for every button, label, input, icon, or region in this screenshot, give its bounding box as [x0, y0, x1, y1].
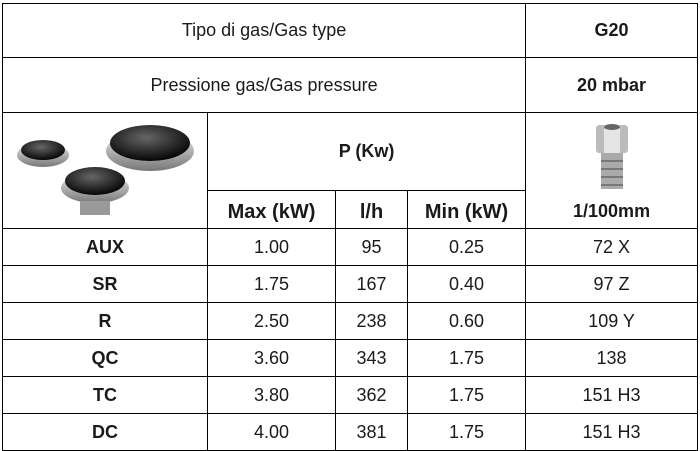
cell: 343	[336, 340, 408, 377]
cell: 151 H3	[526, 414, 698, 451]
page: Tipo di gas/Gas type G20 Pressione gas/G…	[0, 0, 700, 450]
cell: 97 Z	[526, 266, 698, 303]
cell: G20	[526, 4, 698, 58]
cell: 0.25	[408, 229, 526, 266]
injector-cell: 1/100mm	[526, 113, 698, 229]
cell: 0.60	[408, 303, 526, 340]
cell: 95	[336, 229, 408, 266]
burner-name: DC	[3, 414, 208, 451]
burner-name: TC	[3, 377, 208, 414]
cell: 238	[336, 303, 408, 340]
row: P (Kw) 1/100mm	[3, 113, 698, 191]
burner-image	[10, 113, 200, 223]
cell: 1.75	[408, 377, 526, 414]
injector-image	[582, 121, 642, 197]
cell: 109 Y	[526, 303, 698, 340]
table-body: Tipo di gas/Gas type G20 Pressione gas/G…	[3, 4, 698, 451]
injector-label: 1/100mm	[573, 201, 650, 221]
cell: P (Kw)	[208, 113, 526, 191]
row: Tipo di gas/Gas type G20	[3, 4, 698, 58]
cell: 1.00	[208, 229, 336, 266]
cell: 3.80	[208, 377, 336, 414]
burner-image-cell	[3, 113, 208, 229]
cell: 4.00	[208, 414, 336, 451]
column-header: l/h	[336, 191, 408, 229]
cell: 167	[336, 266, 408, 303]
cell: 1.75	[408, 340, 526, 377]
row: Pressione gas/Gas pressure 20 mbar	[3, 58, 698, 113]
cell: 72 X	[526, 229, 698, 266]
cell: 20 mbar	[526, 58, 698, 113]
cell: Pressione gas/Gas pressure	[3, 58, 526, 113]
column-header: Max (kW)	[208, 191, 336, 229]
cell: 381	[336, 414, 408, 451]
burner-name: R	[3, 303, 208, 340]
cell: 0.40	[408, 266, 526, 303]
column-header: Min (kW)	[408, 191, 526, 229]
gas-table: Tipo di gas/Gas type G20 Pressione gas/G…	[2, 3, 698, 451]
cell: 1.75	[208, 266, 336, 303]
burner-name: SR	[3, 266, 208, 303]
cell: 1.75	[408, 414, 526, 451]
burner-name: QC	[3, 340, 208, 377]
cell: Tipo di gas/Gas type	[3, 4, 526, 58]
cell: 138	[526, 340, 698, 377]
cell: 2.50	[208, 303, 336, 340]
cell: 3.60	[208, 340, 336, 377]
cell: 151 H3	[526, 377, 698, 414]
cell: 362	[336, 377, 408, 414]
burner-name: AUX	[3, 229, 208, 266]
